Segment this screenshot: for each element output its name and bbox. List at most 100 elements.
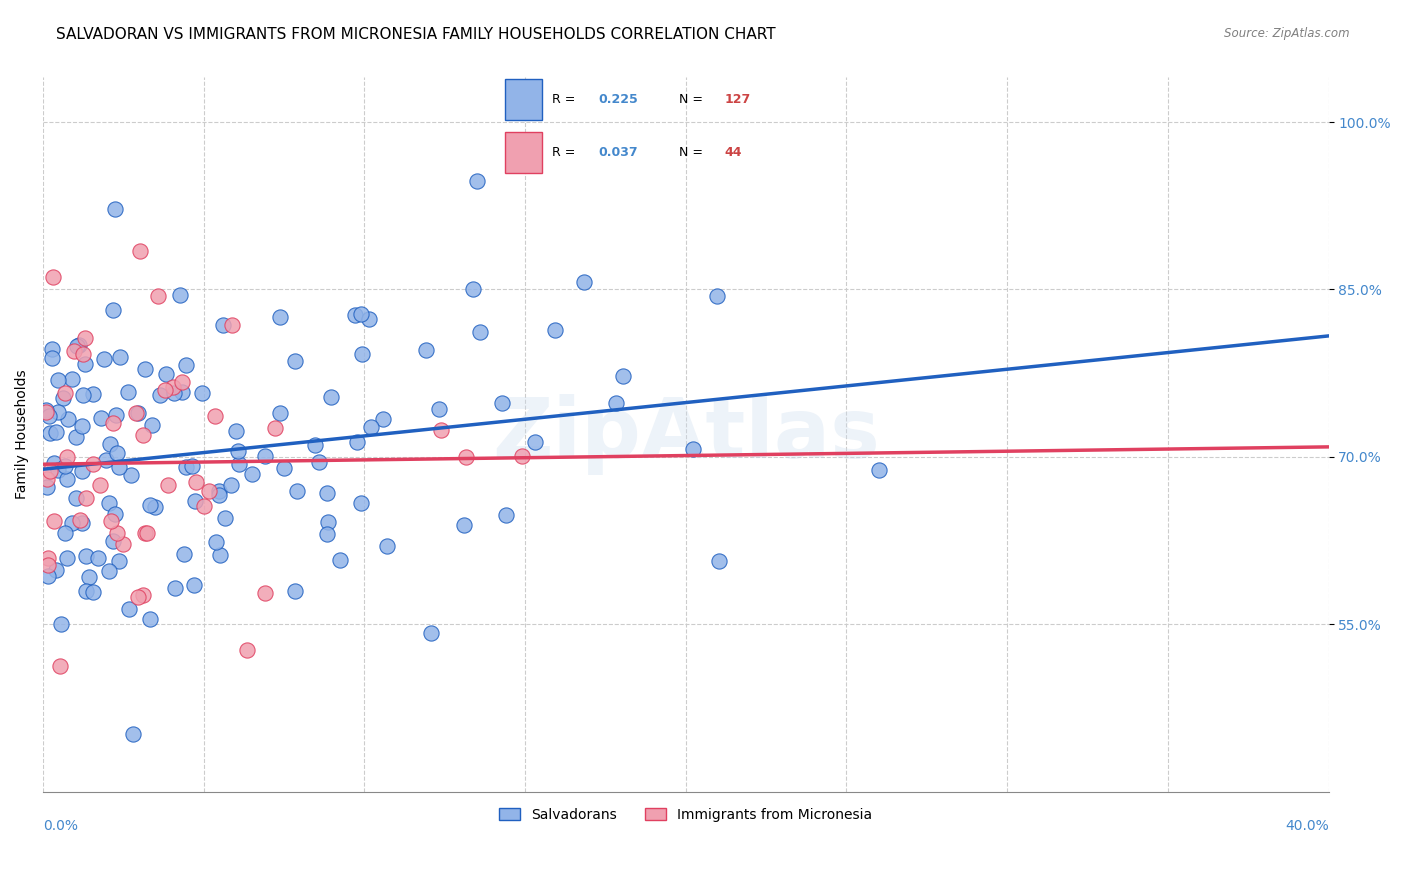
- Salvadorans: [82, 387, 104, 401]
- Salvadorans: [82, 585, 104, 599]
- Salvadorans: [468, 325, 491, 339]
- Salvadorans: [308, 455, 330, 469]
- Salvadorans: [176, 459, 198, 474]
- Salvadorans: [491, 396, 513, 410]
- Salvadorans: [38, 409, 60, 423]
- Salvadorans: [96, 453, 118, 467]
- Y-axis label: Family Households: Family Households: [15, 369, 30, 500]
- Salvadorans: [98, 495, 121, 509]
- Salvadorans: [72, 419, 94, 434]
- Immigrants from Micronesia: [129, 244, 152, 259]
- Salvadorans: [184, 493, 207, 508]
- Immigrants from Micronesia: [56, 450, 79, 464]
- Salvadorans: [269, 310, 291, 325]
- Salvadorans: [415, 343, 437, 357]
- Salvadorans: [209, 548, 232, 562]
- Immigrants from Micronesia: [134, 525, 156, 540]
- Salvadorans: [254, 449, 277, 463]
- Salvadorans: [104, 508, 127, 522]
- Immigrants from Micronesia: [75, 491, 97, 506]
- Immigrants from Micronesia: [35, 405, 58, 419]
- Immigrants from Micronesia: [100, 514, 122, 528]
- Salvadorans: [350, 347, 373, 361]
- Salvadorans: [101, 534, 124, 549]
- Immigrants from Micronesia: [69, 513, 91, 527]
- Text: 0.0%: 0.0%: [44, 820, 77, 833]
- Salvadorans: [104, 202, 127, 216]
- Salvadorans: [139, 612, 162, 626]
- Immigrants from Micronesia: [105, 526, 128, 541]
- Salvadorans: [285, 484, 308, 499]
- Salvadorans: [72, 388, 94, 402]
- Salvadorans: [212, 318, 235, 332]
- Salvadorans: [350, 496, 373, 510]
- Immigrants from Micronesia: [89, 478, 111, 492]
- Immigrants from Micronesia: [135, 526, 157, 541]
- Salvadorans: [70, 464, 93, 478]
- Salvadorans: [169, 288, 191, 302]
- Salvadorans: [228, 457, 250, 471]
- Salvadorans: [107, 554, 129, 568]
- Immigrants from Micronesia: [153, 383, 176, 397]
- Immigrants from Micronesia: [132, 428, 155, 442]
- Salvadorans: [65, 430, 87, 444]
- Salvadorans: [117, 601, 139, 615]
- Salvadorans: [49, 617, 72, 632]
- Salvadorans: [117, 384, 139, 399]
- Salvadorans: [173, 547, 195, 561]
- Salvadorans: [453, 518, 475, 533]
- Salvadorans: [53, 458, 76, 473]
- Salvadorans: [41, 343, 63, 357]
- Salvadorans: [44, 456, 66, 470]
- Immigrants from Micronesia: [37, 558, 59, 573]
- Salvadorans: [143, 500, 166, 514]
- Salvadorans: [226, 444, 249, 458]
- Salvadorans: [35, 403, 58, 417]
- FancyBboxPatch shape: [505, 78, 543, 120]
- Immigrants from Micronesia: [170, 376, 193, 390]
- Immigrants from Micronesia: [101, 416, 124, 430]
- Salvadorans: [155, 367, 177, 381]
- Salvadorans: [90, 410, 112, 425]
- Salvadorans: [73, 357, 96, 371]
- Text: R =: R =: [551, 93, 579, 105]
- Immigrants from Micronesia: [221, 318, 243, 332]
- Salvadorans: [174, 358, 197, 372]
- Text: Source: ZipAtlas.com: Source: ZipAtlas.com: [1225, 27, 1350, 40]
- Salvadorans: [65, 491, 87, 505]
- Salvadorans: [465, 173, 488, 187]
- Salvadorans: [208, 484, 231, 499]
- Salvadorans: [427, 401, 450, 416]
- Immigrants from Micronesia: [132, 588, 155, 602]
- Salvadorans: [46, 405, 69, 419]
- Salvadorans: [37, 569, 59, 583]
- Text: 127: 127: [725, 93, 751, 105]
- Immigrants from Micronesia: [49, 658, 72, 673]
- Salvadorans: [349, 307, 371, 321]
- FancyBboxPatch shape: [505, 132, 543, 173]
- Salvadorans: [60, 372, 83, 386]
- Immigrants from Micronesia: [53, 385, 76, 400]
- Salvadorans: [41, 351, 63, 365]
- Salvadorans: [45, 563, 67, 577]
- Salvadorans: [316, 486, 339, 500]
- Salvadorans: [219, 477, 242, 491]
- Immigrants from Micronesia: [254, 585, 277, 599]
- Salvadorans: [163, 385, 186, 400]
- Text: ZipAtlas: ZipAtlas: [492, 394, 880, 475]
- Salvadorans: [101, 302, 124, 317]
- Salvadorans: [225, 424, 247, 438]
- Salvadorans: [344, 309, 367, 323]
- Salvadorans: [868, 463, 890, 477]
- Salvadorans: [110, 351, 132, 365]
- Text: 0.037: 0.037: [598, 146, 638, 159]
- Salvadorans: [346, 435, 368, 450]
- Salvadorans: [75, 549, 97, 563]
- Salvadorans: [242, 467, 264, 482]
- Immigrants from Micronesia: [430, 423, 453, 437]
- Immigrants from Micronesia: [44, 514, 66, 528]
- Salvadorans: [46, 372, 69, 386]
- Salvadorans: [495, 508, 517, 522]
- Salvadorans: [191, 385, 214, 400]
- Salvadorans: [523, 434, 546, 449]
